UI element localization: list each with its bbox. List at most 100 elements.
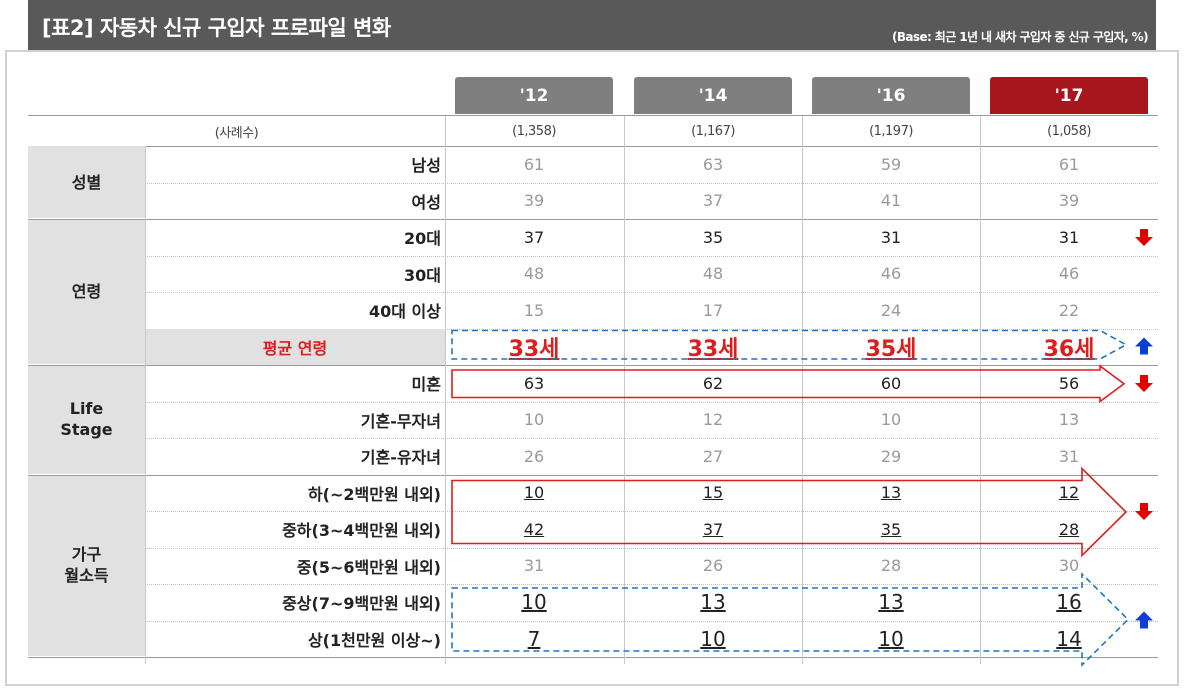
cell-r5-c2: 35세 — [865, 336, 917, 362]
base-note: (Base: 최근 1년 내 새차 구입자 중 신규 구입자, %) — [891, 30, 1149, 44]
cell-r1-c1: 37 — [702, 191, 724, 211]
row-label-13: 상(1천만원 이상~) — [307, 630, 441, 650]
cell-r0-c1: 63 — [702, 154, 724, 174]
cell-r12-c3: 16 — [1056, 590, 1082, 615]
cell-r10-c1: 37 — [702, 519, 724, 539]
row-label-0: 남성 — [411, 156, 441, 176]
col-line-2 — [802, 116, 803, 664]
row-label-5: 평균 연령 — [145, 328, 445, 365]
cell-r8-c3: 31 — [1058, 446, 1080, 466]
cell-r0-c3: 61 — [1058, 154, 1080, 174]
cell-r7-c3: 13 — [1058, 410, 1080, 430]
cell-r8-c2: 29 — [880, 446, 902, 466]
sample-size-3: (1,058) — [1047, 123, 1091, 139]
cell-r4-c2: 24 — [880, 300, 902, 320]
cell-r3-c2: 46 — [880, 264, 902, 284]
cell-r4-c3: 22 — [1058, 300, 1080, 320]
cell-r12-c2: 13 — [878, 590, 904, 615]
cell-r13-c1: 10 — [700, 626, 726, 651]
row-sep-4 — [145, 328, 1158, 330]
year-header-3: '17 — [990, 77, 1148, 114]
cell-r8-c0: 26 — [523, 446, 545, 466]
cell-r9-c3: 12 — [1058, 483, 1080, 503]
cell-r11-c3: 30 — [1058, 556, 1080, 576]
cell-r9-c0: 10 — [523, 483, 545, 503]
header-top-line — [28, 115, 1158, 116]
cell-r1-c2: 41 — [880, 191, 902, 211]
cell-r6-c1: 62 — [702, 373, 724, 393]
cell-r13-c2: 10 — [878, 626, 904, 651]
sample-size-2: (1,197) — [869, 123, 913, 139]
row-label-3: 30대 — [404, 265, 441, 285]
group-life-stage: Life Stage — [28, 365, 145, 474]
row-sep-0 — [145, 182, 1158, 184]
cell-r2-c1: 35 — [702, 227, 724, 247]
cell-r1-c0: 39 — [523, 191, 545, 211]
year-header-2: '16 — [812, 77, 970, 114]
cell-r1-c3: 39 — [1058, 191, 1080, 211]
cell-r5-c3: 36세 — [1043, 336, 1095, 362]
cell-r10-c0: 42 — [523, 519, 545, 539]
cell-r0-c0: 61 — [523, 154, 545, 174]
cell-r12-c0: 10 — [521, 590, 547, 615]
cell-r10-c3: 28 — [1058, 519, 1080, 539]
group-gender: 성별 — [28, 146, 145, 218]
sample-size-0: (1,358) — [512, 123, 556, 139]
row-label-2: 20대 — [404, 229, 441, 249]
cell-r7-c2: 10 — [880, 410, 902, 430]
cell-r9-c2: 13 — [880, 483, 902, 503]
cell-r13-c0: 7 — [527, 626, 541, 651]
cell-r13-c3: 14 — [1056, 626, 1082, 651]
row-sep-13 — [28, 657, 1158, 658]
row-label-4: 40대 이상 — [369, 302, 441, 322]
cell-r4-c0: 15 — [523, 300, 545, 320]
row-label-12: 중상(7~9백만원 내외) — [282, 594, 441, 614]
sample-bottom-line — [28, 146, 1158, 147]
row-label-6: 미혼 — [411, 375, 441, 395]
group-age: 연령 — [28, 219, 145, 364]
cell-r2-c3: 31 — [1058, 227, 1080, 247]
row-sep-7 — [145, 438, 1158, 439]
col-line-0 — [445, 116, 446, 664]
cell-r12-c1: 13 — [700, 590, 726, 615]
cell-r7-c0: 10 — [523, 410, 545, 430]
cell-r6-c3: 56 — [1058, 373, 1080, 393]
table-frame — [5, 50, 1179, 686]
cell-r11-c2: 28 — [880, 556, 902, 576]
year-header-0: '12 — [455, 77, 613, 114]
label-col-line — [145, 146, 146, 664]
row-label-8: 기혼-유자녀 — [360, 448, 441, 468]
col-line-1 — [624, 116, 625, 664]
cell-r4-c1: 17 — [702, 300, 724, 320]
col-line-3 — [980, 116, 981, 664]
cell-r8-c1: 27 — [702, 446, 724, 466]
row-label-11: 중(5~6백만원 내외) — [296, 557, 441, 577]
cell-r2-c0: 37 — [523, 227, 545, 247]
sample-label: (사례수) — [214, 125, 259, 141]
cell-r9-c1: 15 — [702, 483, 724, 503]
row-label-10: 중하(3~4백만원 내외) — [282, 521, 441, 541]
sample-size-1: (1,167) — [691, 123, 735, 139]
cell-r5-c0: 33세 — [508, 336, 560, 362]
cell-r5-c1: 33세 — [687, 336, 739, 362]
page-title: [표2] 자동차 신규 구입자 프로파일 변화 — [42, 16, 391, 40]
cell-r2-c2: 31 — [880, 227, 902, 247]
cell-r6-c2: 60 — [880, 373, 902, 393]
row-sep-2 — [145, 255, 1158, 257]
cell-r7-c1: 12 — [702, 410, 724, 430]
row-label-9: 하(~2백만원 내외) — [307, 484, 441, 504]
row-label-1: 여성 — [411, 192, 441, 212]
title-bar — [28, 0, 1156, 50]
year-header-1: '14 — [634, 77, 792, 114]
cell-r10-c2: 35 — [880, 519, 902, 539]
cell-r3-c1: 48 — [702, 264, 724, 284]
row-sep-1 — [28, 219, 1158, 220]
cell-r3-c0: 48 — [523, 264, 545, 284]
cell-r11-c1: 26 — [702, 556, 724, 576]
cell-r0-c2: 59 — [880, 154, 902, 174]
cell-r3-c3: 46 — [1058, 264, 1080, 284]
row-label-7: 기혼-무자녀 — [360, 411, 441, 431]
cell-r6-c0: 63 — [523, 373, 545, 393]
group-income: 가구 월소득 — [28, 474, 145, 656]
row-sep-3 — [145, 292, 1158, 293]
